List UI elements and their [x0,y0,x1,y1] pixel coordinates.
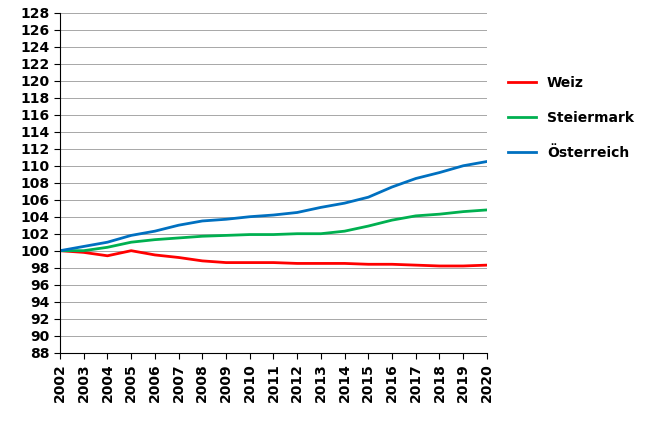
Weiz [341,261,349,266]
Österreich [222,217,230,222]
Steiermark [56,248,64,253]
Steiermark [103,245,111,250]
Steiermark [483,207,491,212]
Österreich [293,210,301,215]
Steiermark [151,237,159,242]
Österreich [80,244,88,249]
Österreich [245,214,253,219]
Weiz [127,248,135,253]
Österreich [436,170,444,175]
Österreich [198,218,206,224]
Weiz [222,260,230,265]
Weiz [103,253,111,258]
Österreich [364,195,372,200]
Line: Österreich: Österreich [60,162,487,251]
Steiermark [127,240,135,245]
Weiz [198,258,206,264]
Österreich [483,159,491,164]
Weiz [80,250,88,255]
Weiz [364,262,372,267]
Steiermark [436,212,444,217]
Steiermark [175,235,183,240]
Weiz [412,263,420,268]
Weiz [436,264,444,269]
Steiermark [245,232,253,237]
Weiz [317,261,325,266]
Weiz [175,255,183,260]
Weiz [483,263,491,268]
Österreich [317,205,325,210]
Österreich [388,184,396,190]
Weiz [245,260,253,265]
Weiz [293,261,301,266]
Österreich [459,163,467,169]
Österreich [341,200,349,206]
Österreich [269,212,277,218]
Legend: Weiz, Steiermark, Österreich: Weiz, Steiermark, Österreich [502,71,640,166]
Weiz [459,264,467,269]
Steiermark [412,213,420,218]
Österreich [412,176,420,181]
Österreich [175,223,183,228]
Steiermark [198,233,206,239]
Weiz [388,262,396,267]
Steiermark [269,232,277,237]
Österreich [151,229,159,234]
Steiermark [222,233,230,238]
Steiermark [364,224,372,229]
Steiermark [293,231,301,236]
Weiz [56,248,64,253]
Österreich [127,233,135,238]
Österreich [56,248,64,253]
Line: Weiz: Weiz [60,251,487,266]
Österreich [103,240,111,245]
Steiermark [317,231,325,236]
Steiermark [341,229,349,234]
Weiz [151,252,159,258]
Steiermark [80,248,88,253]
Line: Steiermark: Steiermark [60,210,487,251]
Steiermark [459,209,467,214]
Steiermark [388,218,396,223]
Weiz [269,260,277,265]
